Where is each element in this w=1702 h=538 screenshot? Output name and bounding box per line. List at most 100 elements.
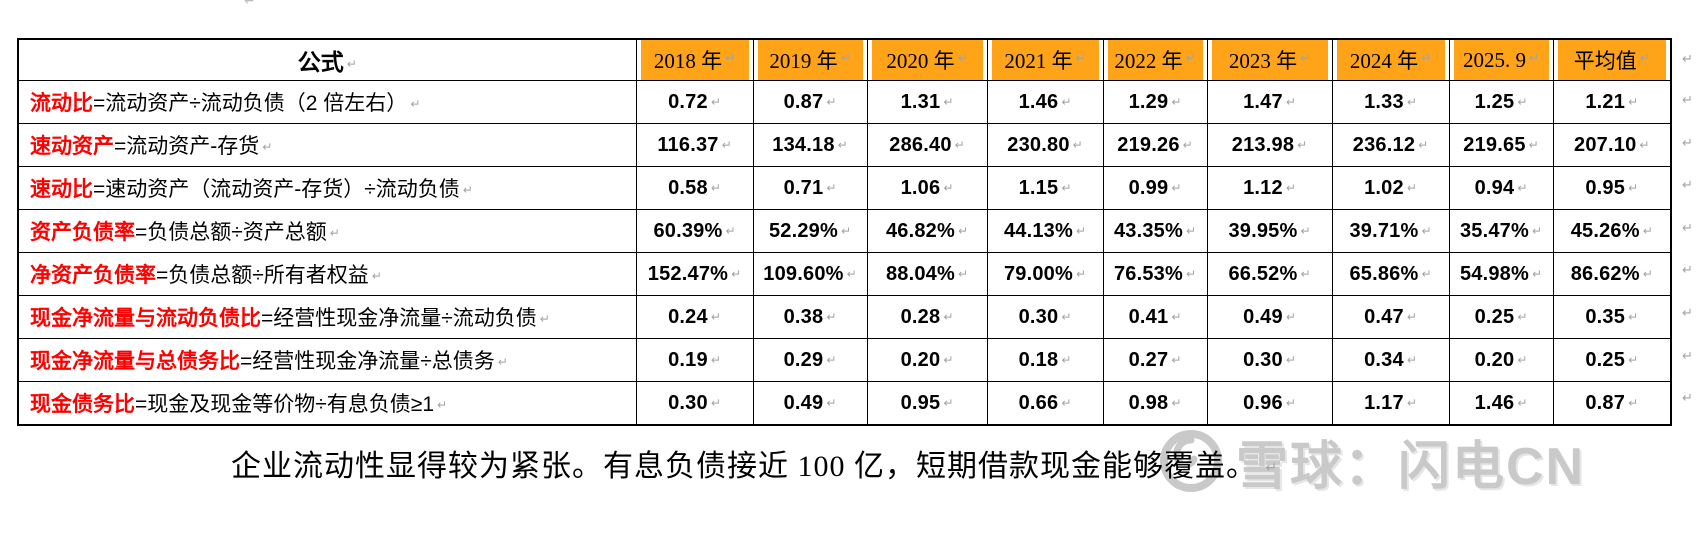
- table-header-row: 公式 ↵ 2018 年 ↵ 2019 年 ↵ 2020 年 ↵ 2021 年 ↵ 2022 年 ↵ 20…: [17, 38, 1672, 81]
- value-cell[interactable]: 1.21 ↵: [1552, 80, 1672, 124]
- ratio-value: 0.25: [1585, 348, 1626, 371]
- value-cell[interactable]: 236.12 ↵: [1331, 123, 1450, 167]
- ratio-formula-cell[interactable]: 流动比=流动资产÷流动负债（2 倍左右） ↵: [17, 80, 637, 124]
- value-cell[interactable]: 1.17 ↵: [1331, 381, 1450, 426]
- column-header-year-7[interactable]: 2025. 9 ↵: [1448, 38, 1554, 81]
- value-cell[interactable]: 134.18 ↵: [752, 123, 868, 167]
- value-cell[interactable]: 0.30 ↵: [1206, 338, 1333, 382]
- value-cell[interactable]: 1.06 ↵: [866, 166, 988, 210]
- value-cell[interactable]: 0.95 ↵: [866, 381, 988, 426]
- ratio-term: 现金净流量与总债务比: [30, 350, 240, 373]
- value-cell[interactable]: 207.10 ↵: [1552, 123, 1672, 167]
- value-cell[interactable]: 76.53% ↵: [1102, 252, 1208, 296]
- value-cell[interactable]: 0.30 ↵: [986, 295, 1104, 339]
- value-cell[interactable]: 1.46 ↵: [1448, 381, 1554, 426]
- value-cell[interactable]: 0.71 ↵: [752, 166, 868, 210]
- value-cell[interactable]: 0.96 ↵: [1206, 381, 1333, 426]
- ratio-formula-cell[interactable]: 净资产负债率=负债总额÷所有者权益 ↵: [17, 252, 637, 296]
- value-cell[interactable]: 0.18 ↵: [986, 338, 1104, 382]
- table-row: 流动比=流动资产÷流动负债（2 倍左右） ↵ 0.72 ↵ 0.87 ↵ 1.31 ↵ 1.46…: [17, 80, 1672, 124]
- value-cell[interactable]: 0.94 ↵: [1448, 166, 1554, 210]
- value-cell[interactable]: 0.49 ↵: [1206, 295, 1333, 339]
- value-cell[interactable]: 65.86% ↵: [1331, 252, 1450, 296]
- value-cell[interactable]: 0.87 ↵: [1552, 381, 1672, 426]
- value-cell[interactable]: 286.40 ↵: [866, 123, 988, 167]
- ratio-formula-cell[interactable]: 现金净流量与总债务比=经营性现金净流量÷总债务 ↵: [17, 338, 637, 382]
- value-cell[interactable]: 0.38 ↵: [752, 295, 868, 339]
- value-cell[interactable]: 0.20 ↵: [1448, 338, 1554, 382]
- value-cell[interactable]: 0.27 ↵: [1102, 338, 1208, 382]
- column-header-year-1[interactable]: 2019 年 ↵: [752, 38, 868, 81]
- value-cell[interactable]: 39.95% ↵: [1206, 209, 1333, 253]
- ratio-formula-cell[interactable]: 速动比=速动资产（流动资产-存货）÷流动负债 ↵: [17, 166, 637, 210]
- ratio-definition: =负债总额÷资产总额: [135, 221, 327, 244]
- column-header-year-3[interactable]: 2021 年 ↵: [986, 38, 1104, 81]
- value-cell[interactable]: 54.98% ↵: [1448, 252, 1554, 296]
- value-cell[interactable]: 0.24 ↵: [635, 295, 754, 339]
- ratio-formula-cell[interactable]: 速动资产=流动资产-存货 ↵: [17, 123, 637, 167]
- paragraph-mark: ↵: [1075, 223, 1087, 238]
- value-cell[interactable]: 0.34 ↵: [1331, 338, 1450, 382]
- value-cell[interactable]: 86.62% ↵: [1552, 252, 1672, 296]
- value-cell[interactable]: 152.47% ↵: [635, 252, 754, 296]
- value-cell[interactable]: 219.26 ↵: [1102, 123, 1208, 167]
- value-cell[interactable]: 213.98 ↵: [1206, 123, 1333, 167]
- ratio-formula-cell[interactable]: 现金净流量与流动负债比=经营性现金净流量÷流动负债 ↵: [17, 295, 637, 339]
- value-cell[interactable]: 0.41 ↵: [1102, 295, 1208, 339]
- value-cell[interactable]: 1.12 ↵: [1206, 166, 1333, 210]
- value-cell[interactable]: 35.47% ↵: [1448, 209, 1554, 253]
- value-cell[interactable]: 116.37 ↵: [635, 123, 754, 167]
- column-header-year-2[interactable]: 2020 年 ↵: [866, 38, 988, 81]
- summary-note[interactable]: 企业流动性显得较为紧张。有息负债接近 100 亿，短期借款现金能够覆盖。 ↵: [231, 441, 1278, 485]
- value-cell[interactable]: 1.02 ↵: [1331, 166, 1450, 210]
- value-cell[interactable]: 44.13% ↵: [986, 209, 1104, 253]
- column-header-year-0[interactable]: 2018 年 ↵: [635, 38, 754, 81]
- value-cell[interactable]: 0.20 ↵: [866, 338, 988, 382]
- value-cell[interactable]: 0.19 ↵: [635, 338, 754, 382]
- column-header-formula[interactable]: 公式 ↵: [17, 38, 637, 81]
- column-header-year-4[interactable]: 2022 年 ↵: [1102, 38, 1208, 81]
- value-cell[interactable]: 60.39% ↵: [635, 209, 754, 253]
- value-cell[interactable]: 0.95 ↵: [1552, 166, 1672, 210]
- value-cell[interactable]: 0.58 ↵: [635, 166, 754, 210]
- value-cell[interactable]: 0.72 ↵: [635, 80, 754, 124]
- value-cell[interactable]: 43.35% ↵: [1102, 209, 1208, 253]
- value-cell[interactable]: 1.46 ↵: [986, 80, 1104, 124]
- value-cell[interactable]: 219.65 ↵: [1448, 123, 1554, 167]
- value-cell[interactable]: 230.80 ↵: [986, 123, 1104, 167]
- ratio-formula-cell[interactable]: 现金债务比=现金及现金等价物÷有息负债≥1 ↵: [17, 381, 637, 426]
- value-cell[interactable]: 0.25 ↵: [1448, 295, 1554, 339]
- value-cell[interactable]: 1.31 ↵: [866, 80, 988, 124]
- column-header-year-6[interactable]: 2024 年 ↵: [1331, 38, 1450, 81]
- value-cell[interactable]: 0.25 ↵: [1552, 338, 1672, 382]
- value-cell[interactable]: 46.82% ↵: [866, 209, 988, 253]
- value-cell[interactable]: 0.28 ↵: [866, 295, 988, 339]
- value-cell[interactable]: 0.30 ↵: [635, 381, 754, 426]
- value-cell[interactable]: 88.04% ↵: [866, 252, 988, 296]
- watermark: 雪球：闪电CN: [1156, 420, 1585, 502]
- value-cell[interactable]: 1.15 ↵: [986, 166, 1104, 210]
- value-cell[interactable]: 0.49 ↵: [752, 381, 868, 426]
- value-cell[interactable]: 0.35 ↵: [1552, 295, 1672, 339]
- value-cell[interactable]: 52.29% ↵: [752, 209, 868, 253]
- value-cell[interactable]: 0.47 ↵: [1331, 295, 1450, 339]
- value-cell[interactable]: 66.52% ↵: [1206, 252, 1333, 296]
- ratio-formula-cell[interactable]: 资产负债率=负债总额÷资产总额 ↵: [17, 209, 637, 253]
- value-cell[interactable]: 0.29 ↵: [752, 338, 868, 382]
- value-cell[interactable]: 0.99 ↵: [1102, 166, 1208, 210]
- ratio-value: 0.95: [900, 391, 941, 414]
- value-cell[interactable]: 39.71% ↵: [1331, 209, 1450, 253]
- column-header-year-5[interactable]: 2023 年 ↵: [1206, 38, 1333, 81]
- ratio-value: 52.29%: [768, 219, 838, 242]
- column-header-year-8[interactable]: 平均值 ↵: [1552, 38, 1672, 81]
- value-cell[interactable]: 0.66 ↵: [986, 381, 1104, 426]
- value-cell[interactable]: 1.29 ↵: [1102, 80, 1208, 124]
- value-cell[interactable]: 109.60% ↵: [752, 252, 868, 296]
- value-cell[interactable]: 45.26% ↵: [1552, 209, 1672, 253]
- value-cell[interactable]: 1.47 ↵: [1206, 80, 1333, 124]
- value-cell[interactable]: 1.33 ↵: [1331, 80, 1450, 124]
- value-cell[interactable]: 79.00% ↵: [986, 252, 1104, 296]
- value-cell[interactable]: 0.98 ↵: [1102, 381, 1208, 426]
- value-cell[interactable]: 0.87 ↵: [752, 80, 868, 124]
- value-cell[interactable]: 1.25 ↵: [1448, 80, 1554, 124]
